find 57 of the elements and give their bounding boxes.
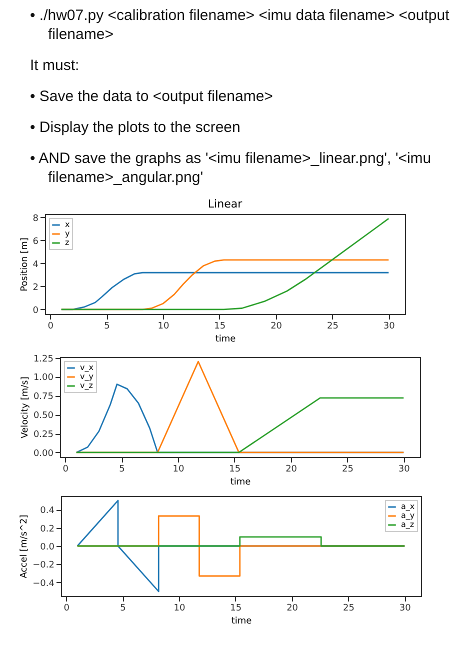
x-tick-label: 5 [120, 604, 126, 614]
x-tick-label: 20 [270, 322, 282, 332]
x-tick-label: 15 [229, 464, 241, 474]
legend-label: v_x [80, 363, 94, 372]
x-tick-label: 5 [104, 322, 110, 332]
legend-label: a_x [401, 502, 415, 511]
y-tick-label: −0.4 [32, 578, 55, 589]
y-axis-title: Velocity [m/s] [20, 376, 30, 438]
x-tick-label: 0 [62, 464, 69, 474]
x-axis-title: time [231, 616, 252, 626]
y-tick-label: 0.4 [40, 506, 55, 516]
legend-label: a_y [401, 511, 415, 520]
y-tick-label: 0.25 [33, 430, 54, 440]
legend-label: a_z [401, 520, 414, 529]
y-tick-label: 0.2 [40, 524, 54, 534]
text: • Display the plots to the screen [30, 118, 242, 137]
legend-label: x [65, 220, 70, 229]
y-tick-label: 0.0 [40, 542, 55, 552]
x-tick-label: 15 [214, 322, 226, 332]
chart-title: Linear [208, 197, 243, 210]
text: • AND save the graphs as '<imu filename>_linear.png', '<imu filename>_angular.png' [30, 149, 432, 187]
y-tick-label: −0.2 [32, 560, 54, 571]
y-tick-label: 0.50 [33, 411, 54, 422]
x-tick-label: 0 [64, 604, 70, 614]
x-axis-title: time [215, 334, 236, 344]
x-tick-label: 10 [158, 322, 170, 332]
y-tick-label: 8 [32, 214, 39, 224]
legend-label: v_z [80, 381, 93, 390]
y-tick-label: 6 [32, 236, 39, 247]
x-axis-title: time [230, 478, 252, 488]
x-tick-label: 20 [286, 464, 298, 474]
y-tick-label: 2 [32, 282, 38, 293]
text: • ./hw07.py <calibration filename> <imu data filename> <output filename> [30, 6, 450, 44]
x-tick-label: 5 [119, 464, 125, 474]
y-tick-label: 0 [32, 306, 39, 316]
x-tick-label: 10 [172, 464, 184, 474]
x-tick-label: 15 [230, 604, 242, 614]
y-tick-label: 1.00 [33, 373, 54, 384]
y-tick-label: 0.00 [33, 448, 54, 459]
x-tick-label: 30 [399, 604, 412, 614]
legend-label: z [65, 238, 70, 247]
legend-label: v_y [80, 372, 94, 381]
x-tick-label: 25 [326, 322, 338, 332]
text: • Save the data to <output filename> [30, 87, 274, 106]
y-tick-label: 1.25 [33, 354, 54, 364]
x-tick-label: 30 [383, 322, 396, 332]
x-tick-label: 20 [286, 604, 298, 614]
x-tick-label: 10 [174, 604, 186, 614]
y-axis-title: Position [m] [20, 238, 30, 292]
x-tick-label: 25 [342, 464, 354, 474]
x-tick-label: 25 [342, 604, 354, 614]
y-axis-title: Accel [m/s^2] [20, 514, 30, 578]
text: It must: [30, 56, 80, 75]
y-tick-label: 0.75 [33, 392, 54, 402]
y-tick-label: 4 [32, 260, 39, 270]
x-tick-label: 30 [398, 464, 410, 474]
legend-label: y [65, 229, 70, 238]
